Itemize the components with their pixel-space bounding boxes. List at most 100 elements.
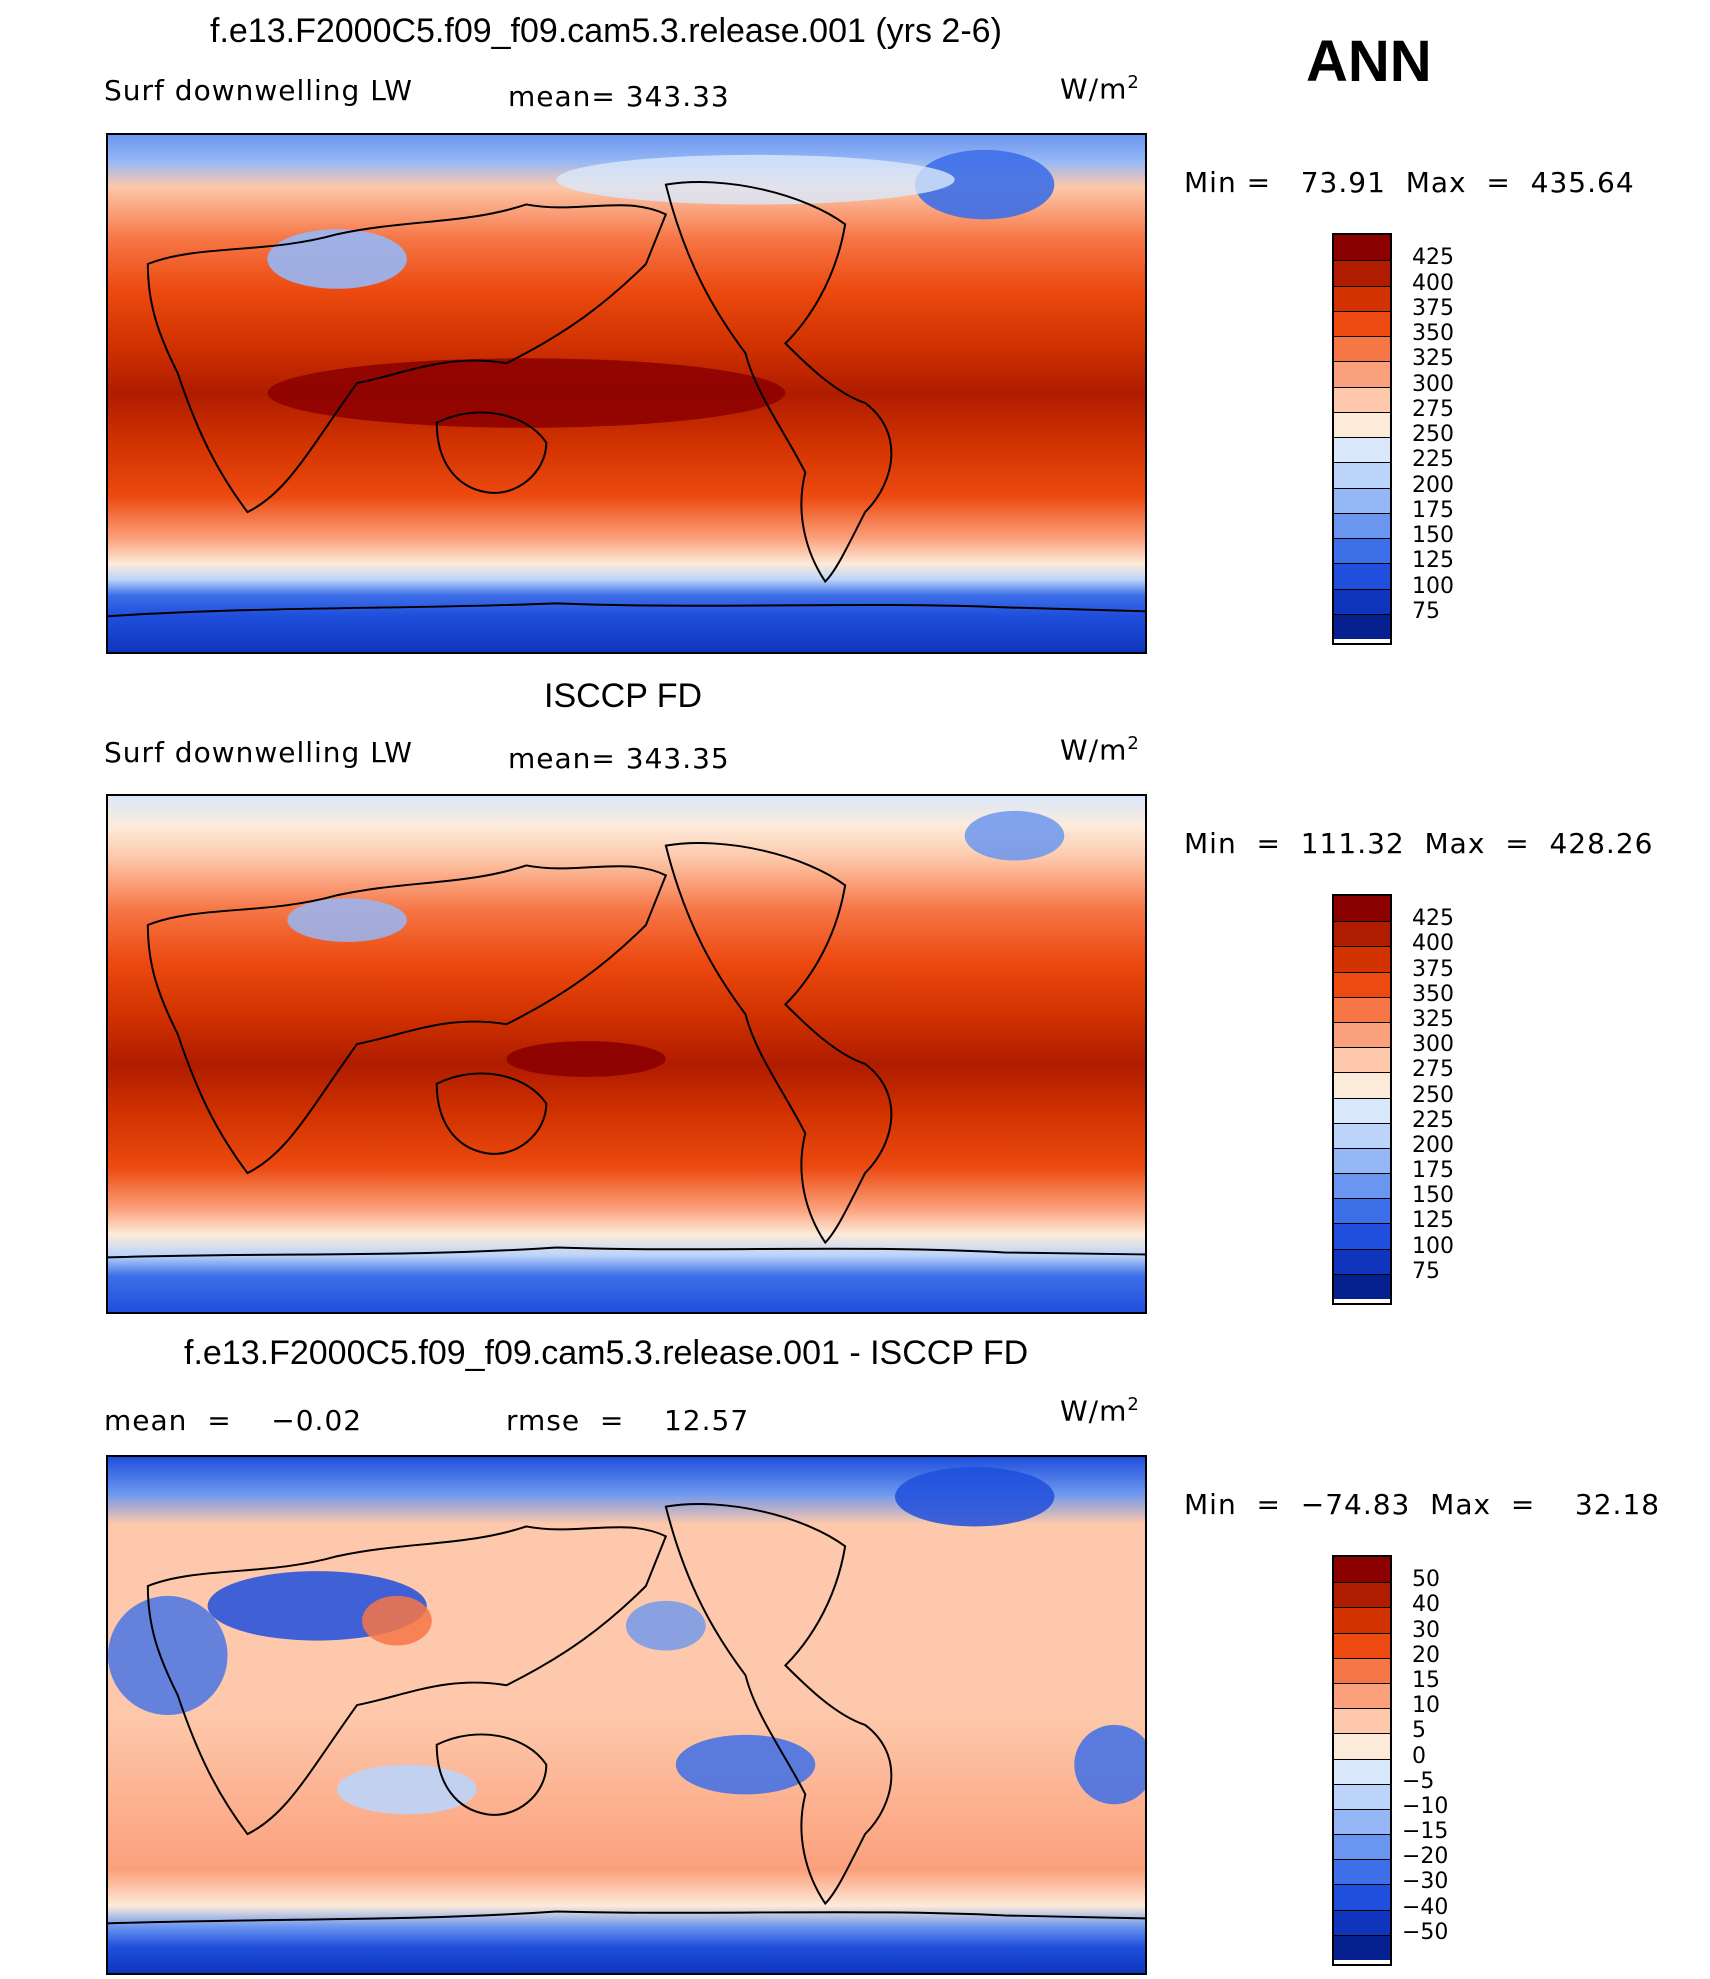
colorbar-tick-label: 350	[1412, 981, 1454, 1007]
colorbar-tick-label: 0	[1412, 1743, 1426, 1769]
panel-3-mean-label: mean = −0.02	[104, 1404, 363, 1437]
colorbar-tick-label: 30	[1412, 1617, 1440, 1643]
panel-2-colorbar-labels: 425 400 375 350 325 300 275 250 225 200 175 150 125 1…	[1408, 894, 1488, 1305]
colorbar-swatch	[1334, 996, 1390, 1022]
colorbar-swatch	[1334, 1632, 1390, 1658]
colorbar-swatch	[1334, 1047, 1390, 1073]
colorbar-tick-label: −10	[1402, 1793, 1449, 1819]
colorbar-tick-label: 150	[1412, 523, 1454, 548]
colorbar-swatch	[1334, 946, 1390, 972]
colorbar-tick-label: 40	[1412, 1592, 1440, 1618]
colorbar-tick-label: 15	[1412, 1667, 1440, 1693]
colorbar-tick-label: −15	[1402, 1819, 1449, 1845]
colorbar-tick-label: 225	[1412, 1107, 1454, 1133]
panel-1-colorbar	[1332, 233, 1392, 645]
colorbar-tick-label: 5	[1412, 1718, 1426, 1744]
colorbar-tick-label: 75	[1412, 598, 1440, 624]
colorbar-swatch	[1334, 1607, 1390, 1633]
colorbar-swatch	[1334, 1783, 1390, 1809]
panel-2-colorbar	[1332, 894, 1392, 1305]
colorbar-swatch	[1334, 437, 1390, 463]
colorbar-swatch	[1334, 1097, 1390, 1123]
colorbar-tick-label: 300	[1412, 371, 1454, 397]
colorbar-tick-label: 350	[1412, 321, 1454, 346]
colorbar-swatch	[1334, 1657, 1390, 1683]
panel-1-colorbar-labels: 425 400 375 350 325 300 275 250 225 200 175 150 125 1…	[1408, 233, 1488, 645]
colorbar-swatch	[1334, 260, 1390, 286]
colorbar-tick-label: 20	[1412, 1642, 1440, 1668]
colorbar-swatch	[1334, 971, 1390, 997]
panel-1-title: f.e13.F2000C5.f09_f09.cam5.3.release.001…	[210, 12, 1002, 50]
colorbar-tick-label: 375	[1412, 295, 1454, 321]
colorbar-swatch	[1334, 1682, 1390, 1709]
colorbar-tick-label: −5	[1402, 1768, 1435, 1794]
colorbar-swatch	[1334, 1557, 1390, 1583]
panel-1-minmax: Min = 73.91 Max = 435.64	[1184, 166, 1635, 199]
colorbar-tick-label: 50	[1412, 1567, 1440, 1593]
colorbar-swatch	[1334, 613, 1390, 639]
colorbar-swatch	[1334, 1859, 1390, 1885]
colorbar-swatch	[1334, 1708, 1390, 1734]
colorbar-tick-label: 125	[1412, 1208, 1454, 1234]
colorbar-tick-label: 275	[1412, 396, 1454, 422]
colorbar-tick-label: 150	[1412, 1183, 1454, 1209]
colorbar-swatch	[1334, 386, 1390, 412]
panel-1-map	[106, 133, 1147, 654]
colorbar-swatch	[1334, 896, 1390, 922]
panel-2-variable-label: Surf downwelling LW	[104, 736, 413, 769]
panel-3-colorbar	[1332, 1555, 1392, 1966]
colorbar-swatch	[1334, 1248, 1390, 1274]
panel-3-minmax: Min = −74.83 Max = 32.18	[1184, 1488, 1661, 1521]
panel-1-variable-label: Surf downwelling LW	[104, 74, 413, 107]
colorbar-tick-label: 10	[1412, 1693, 1440, 1719]
colorbar-swatch	[1334, 1122, 1390, 1148]
colorbar-swatch	[1334, 1884, 1390, 1910]
colorbar-tick-label: 425	[1412, 906, 1454, 932]
panel-2-mean-label: mean= 343.35	[508, 742, 730, 775]
colorbar-swatch	[1334, 1223, 1390, 1249]
colorbar-swatch	[1334, 1072, 1390, 1098]
colorbar-swatch	[1334, 310, 1390, 336]
colorbar-swatch	[1334, 1582, 1390, 1608]
colorbar-swatch	[1334, 361, 1390, 387]
colorbar-tick-label: 200	[1412, 1132, 1454, 1158]
colorbar-swatch	[1334, 563, 1390, 589]
colorbar-tick-label: 125	[1412, 548, 1454, 574]
colorbar-tick-label: −30	[1402, 1869, 1449, 1895]
panel-3-map	[106, 1455, 1147, 1975]
colorbar-tick-label: 75	[1412, 1258, 1440, 1284]
colorbar-tick-label: 275	[1412, 1057, 1454, 1083]
colorbar-swatch	[1334, 1909, 1390, 1935]
panel-1-mean-label: mean= 343.33	[508, 80, 730, 113]
panel-3-units: W/m2	[1060, 1394, 1140, 1428]
colorbar-tick-label: 225	[1412, 447, 1454, 473]
colorbar-tick-label: 325	[1412, 1006, 1454, 1032]
colorbar-swatch	[1334, 512, 1390, 538]
colorbar-tick-label: 175	[1412, 497, 1454, 523]
colorbar-swatch	[1334, 588, 1390, 614]
colorbar-swatch	[1334, 1147, 1390, 1174]
colorbar-tick-label: −20	[1402, 1844, 1449, 1870]
season-label: ANN	[1306, 29, 1432, 94]
panel-2-map	[106, 794, 1147, 1314]
colorbar-swatch	[1334, 1173, 1390, 1199]
colorbar-tick-label: 325	[1412, 346, 1454, 372]
colorbar-tick-label: 200	[1412, 472, 1454, 498]
panel-1-units: W/m2	[1060, 72, 1140, 106]
colorbar-tick-label: 425	[1412, 245, 1454, 271]
colorbar-swatch	[1334, 336, 1390, 362]
colorbar-swatch	[1334, 462, 1390, 488]
panel-3-title: f.e13.F2000C5.f09_f09.cam5.3.release.001…	[184, 1334, 1029, 1372]
colorbar-swatch	[1334, 285, 1390, 311]
colorbar-tick-label: 250	[1412, 422, 1454, 447]
panel-2-units: W/m2	[1060, 733, 1140, 767]
colorbar-tick-label: 375	[1412, 956, 1454, 982]
panel-2-title: ISCCP FD	[544, 677, 703, 715]
colorbar-swatch	[1334, 1808, 1390, 1835]
colorbar-swatch	[1334, 411, 1390, 437]
colorbar-swatch	[1334, 235, 1390, 261]
colorbar-tick-label: −50	[1402, 1919, 1449, 1945]
colorbar-tick-label: 100	[1412, 573, 1454, 599]
colorbar-swatch	[1334, 921, 1390, 947]
colorbar-swatch	[1334, 1198, 1390, 1224]
